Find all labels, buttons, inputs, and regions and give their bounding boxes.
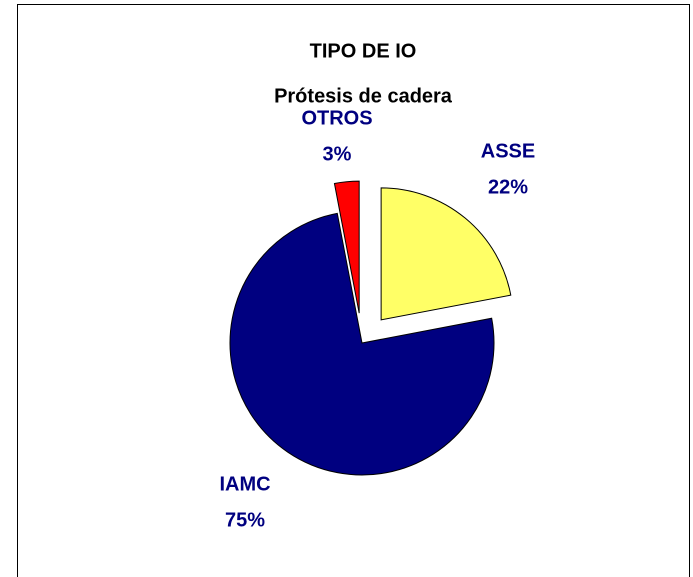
pie-slice <box>229 212 495 476</box>
slice-value-label: 3% <box>323 143 352 165</box>
chart-title: TIPO DE IO <box>310 40 417 62</box>
slice-label: IAMC <box>219 473 270 495</box>
slice-label: ASSE <box>481 140 535 162</box>
pie-slice <box>380 187 512 321</box>
pie-slice <box>333 180 360 314</box>
slice-value-label: 22% <box>488 176 528 198</box>
slice-value-label: 75% <box>225 509 265 531</box>
slice-label: OTROS <box>301 107 372 129</box>
chart-subtitle: Prótesis de cadera <box>274 85 453 107</box>
chart-frame <box>17 4 690 577</box>
